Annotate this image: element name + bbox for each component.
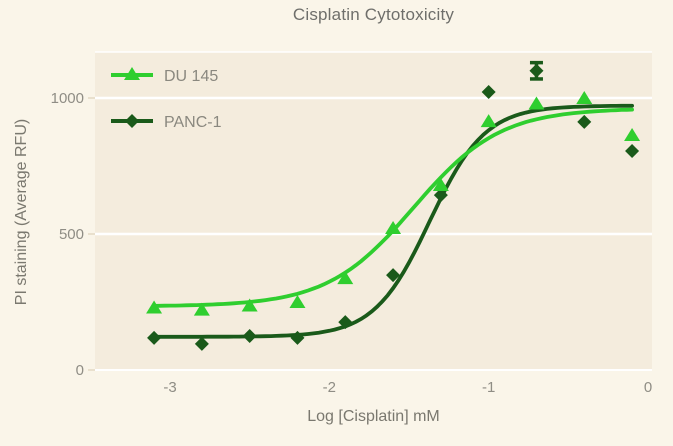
panc-1-legend-marker: [125, 114, 139, 128]
du-145-data-point: [576, 91, 593, 104]
du-145-data-point: [289, 295, 306, 308]
du-145-data-point: [146, 300, 163, 314]
legend-label-panc-1: PANC-1: [164, 114, 222, 131]
panc-1-data-point: [194, 336, 209, 351]
legend-label-du-145: DU 145: [164, 68, 218, 85]
panc-1-fit-curve: [152, 103, 634, 339]
y-tick-label-500: 500: [59, 226, 84, 243]
panc-1-data-point: [242, 329, 257, 343]
x-tick-label--3: -3: [163, 379, 176, 396]
x-axis-label: Log [Cisplatin] mM: [307, 408, 440, 425]
du-145-data-point: [193, 302, 210, 316]
panc-1-data-point: [290, 330, 305, 345]
du-145-data-point: [241, 298, 258, 312]
panc-1-data-point: [481, 85, 496, 100]
du-145-data-point: [337, 271, 354, 285]
x-tick-label-0: 0: [644, 379, 652, 396]
y-tick-label-0: 0: [76, 362, 84, 379]
panc-1-data-point: [577, 114, 592, 129]
du-145-data-point: [624, 127, 641, 141]
x-tick-label--1: -1: [482, 379, 495, 396]
panc-1-data-point: [147, 330, 162, 345]
du-145-data-point: [385, 221, 402, 235]
x-tick-label--2: -2: [323, 379, 336, 396]
chart-title: Cisplatin Cytotoxicity: [292, 5, 455, 24]
panc-1-data-point: [433, 188, 448, 203]
panc-1-data-point: [529, 63, 544, 78]
du-145-legend-marker: [124, 67, 140, 80]
panc-1-data-point: [625, 144, 640, 159]
du-145-data-point: [528, 96, 545, 110]
y-tick-label-1000: 1000: [51, 90, 84, 107]
du-145-data-point: [432, 178, 449, 192]
du-145-data-point: [480, 114, 497, 128]
panc-1-data-point: [338, 315, 353, 330]
plot-background: [95, 52, 652, 371]
panc-1-data-point: [386, 268, 401, 283]
